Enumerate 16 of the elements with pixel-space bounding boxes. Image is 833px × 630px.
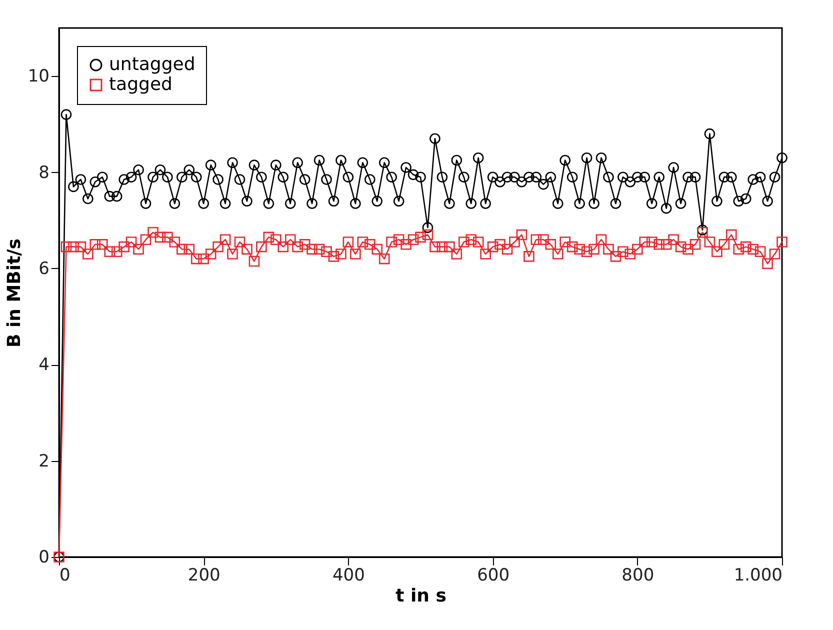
x-tick-label: 400	[332, 566, 365, 586]
x-axis-title: t in s	[396, 586, 446, 606]
x-tick-label: 0	[60, 566, 70, 586]
y-tick-label: 4	[38, 355, 50, 376]
x-tick-label: 800	[622, 566, 654, 586]
y-tick-label: 6	[38, 258, 50, 279]
y-tick-label: 2	[38, 451, 50, 472]
x-tick-label: 600	[477, 566, 510, 586]
x-tick-label: 1.000	[734, 566, 782, 586]
legend-label: tagged	[109, 74, 172, 95]
legend-label: untagged	[109, 54, 196, 75]
y-tick-label: 10	[28, 66, 50, 87]
y-axis-title: B in MBit/s	[4, 238, 25, 348]
y-tick-label: 0	[38, 548, 50, 568]
x-tick-label: 200	[188, 566, 220, 586]
y-tick-label: 8	[38, 162, 50, 183]
